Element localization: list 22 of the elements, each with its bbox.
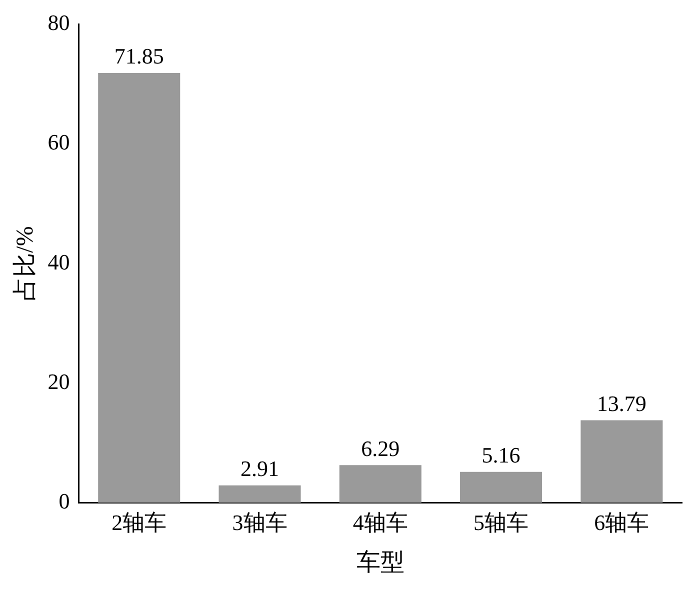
data-label: 2.91 — [240, 456, 280, 482]
data-label: 13.79 — [596, 391, 646, 416]
bar — [580, 420, 663, 503]
x-tick-label: 2轴车 — [112, 510, 167, 535]
data-label: 71.85 — [114, 44, 164, 69]
y-tick-label: 20 — [48, 368, 70, 394]
y-tick-label: 80 — [48, 10, 70, 35]
bar — [339, 465, 422, 503]
x-axis-title: 车型 — [356, 548, 404, 576]
data-label: 5.16 — [482, 442, 520, 468]
y-axis-title: 占比/% — [12, 226, 39, 301]
data-label: 6.29 — [361, 436, 400, 461]
x-tick-label: 4轴车 — [352, 510, 408, 535]
bar — [460, 472, 542, 503]
y-tick-label: 0 — [58, 488, 70, 514]
x-tick-label: 5轴车 — [474, 510, 529, 535]
bar — [98, 72, 180, 503]
bar — [218, 485, 301, 503]
y-tick-label: 60 — [48, 130, 70, 155]
y-tick-label: 40 — [48, 249, 70, 274]
x-tick-label: 3轴车 — [232, 510, 288, 535]
x-tick-label: 6轴车 — [594, 510, 650, 535]
